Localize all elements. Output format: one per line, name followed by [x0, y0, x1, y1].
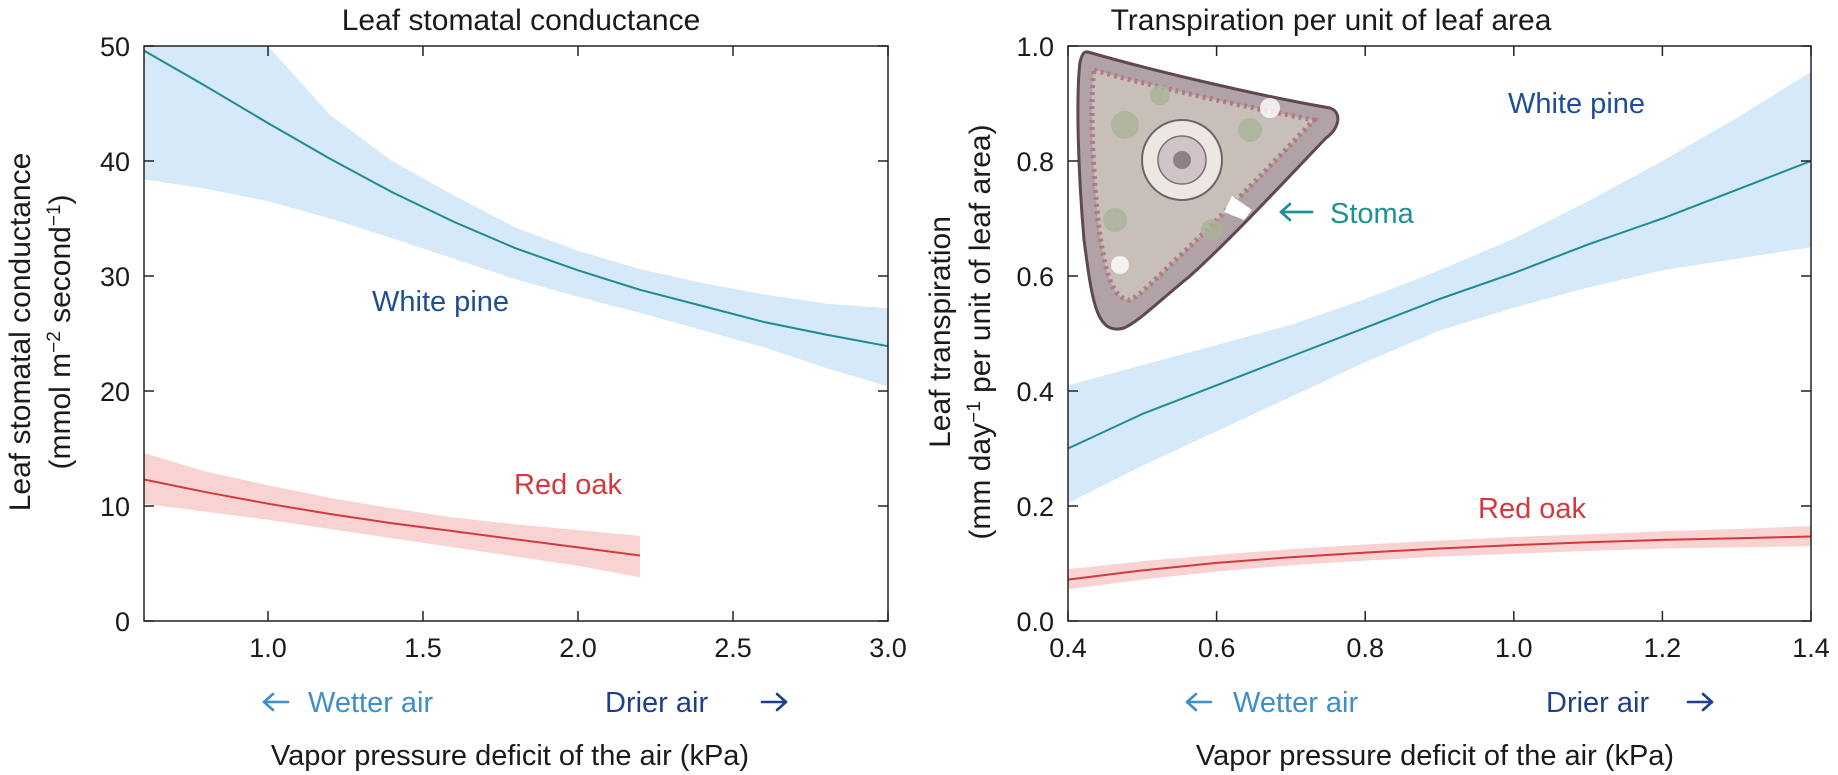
y-axis-label-line1: Leaf stomatal conductance: [4, 153, 37, 512]
drier-annotation: Drier air: [605, 687, 788, 719]
y-tick-label: 30: [100, 262, 130, 292]
arrow-right-icon: [1686, 692, 1714, 712]
series-line-red-oak: [143, 478, 641, 557]
y-tick-label: 40: [100, 147, 130, 177]
x-tick-label: 1.2: [1644, 633, 1682, 663]
stoma-label: Stoma: [1330, 198, 1415, 230]
y-tick-label: 0.8: [1016, 147, 1054, 177]
plot-frame: [143, 45, 889, 622]
arrow-left-icon: [1279, 202, 1314, 222]
series-label-white-pine: White pine: [1508, 88, 1645, 120]
x-axis-label: Vapor pressure deficit of the air (kPa): [1196, 740, 1674, 772]
panel-stomatal-conductance: Leaf stomatal conductance 1.0 1.5 2.0 2.5 3.…: [4, 4, 907, 772]
y-tick-label: 10: [100, 492, 130, 522]
x-axis-label: Vapor pressure deficit of the air (kPa): [271, 740, 749, 772]
wetter-annotation: Wetter air: [262, 687, 434, 719]
y-axis-label-exponent-1: −1: [964, 401, 985, 423]
x-tick-label: 0.6: [1198, 633, 1236, 663]
y-tick-label: 1.0: [1016, 32, 1054, 62]
needle-cross-section-image: [1076, 50, 1340, 331]
x-tick-label: 1.4: [1792, 633, 1830, 663]
y-axis-label-unit-start: (mmol m: [44, 353, 77, 470]
series-label-red-oak: Red oak: [514, 469, 623, 501]
x-tick-label: 2.5: [714, 633, 752, 663]
x-tick-label: 0.4: [1049, 633, 1087, 663]
confidence-band-white-pine: [144, 46, 888, 387]
y-tick-label: 0.6: [1016, 262, 1054, 292]
series-label-red-oak: Red oak: [1478, 493, 1587, 525]
y-tick-label: 0: [115, 607, 130, 637]
x-tick-label: 0.8: [1346, 633, 1384, 663]
y-axis-label-line2: (mm day−1 per unit of leaf area): [964, 124, 998, 539]
drier-air-label: Drier air: [1546, 687, 1649, 719]
arrow-left-icon: [262, 692, 290, 712]
y-axis-label-exponent-2: −1: [44, 204, 65, 226]
y-tick-label: 0.2: [1016, 492, 1054, 522]
arrow-left-icon: [1185, 692, 1213, 712]
x-tick-label: 1.0: [249, 633, 287, 663]
y-axis-label-unit-mid: second: [44, 226, 77, 331]
y-tick-label: 50: [100, 32, 130, 62]
x-tick-label: 2.0: [559, 633, 597, 663]
y-axis-label-unit-end: ): [44, 194, 77, 204]
x-tick-label: 3.0: [869, 633, 907, 663]
plot-frame: [1067, 45, 1812, 622]
panel-transpiration: Transpiration per unit of leaf area 0.4 0…: [924, 4, 1830, 772]
plot-area: [143, 46, 889, 578]
chart-title: Leaf stomatal conductance: [342, 4, 701, 37]
y-tick-label: 0.4: [1016, 377, 1054, 407]
axis-ticks: 0.4 0.6 0.8 1.0 1.2 1.4 0.0 0.2 0.4 0.6 0.8 1.0: [1016, 32, 1829, 663]
stoma-annotation: Stoma: [1279, 198, 1415, 230]
x-tick-label: 1.5: [404, 633, 442, 663]
wetter-annotation: Wetter air: [1185, 687, 1359, 719]
series-line-white-pine: [1067, 160, 1812, 450]
confidence-band-red-oak: [1068, 526, 1811, 590]
series-label-white-pine: White pine: [372, 286, 509, 318]
arrow-right-icon: [760, 692, 788, 712]
drier-annotation: Drier air: [1546, 687, 1714, 719]
wetter-air-label: Wetter air: [308, 687, 434, 719]
x-tick-label: 1.0: [1495, 633, 1533, 663]
chart-title: Transpiration per unit of leaf area: [1111, 4, 1552, 37]
y-axis-label-unit-start: (mm day: [964, 423, 997, 540]
series-line-white-pine: [143, 49, 889, 348]
plot-area: [1067, 71, 1812, 590]
wetter-air-label: Wetter air: [1233, 687, 1359, 719]
series-line-red-oak: [1067, 535, 1812, 581]
confidence-band-white-pine: [1068, 71, 1811, 504]
drier-air-label: Drier air: [605, 687, 708, 719]
y-tick-label: 0.0: [1016, 607, 1054, 637]
y-tick-label: 20: [100, 377, 130, 407]
y-axis-label-line1: Leaf transpiration: [924, 216, 957, 448]
confidence-band-red-oak: [144, 453, 640, 578]
y-axis-label-unit-end: per unit of leaf area): [964, 124, 997, 401]
y-axis-label-exponent-1: −2: [44, 331, 65, 353]
y-axis-label-line2: (mmol m−2 second−1): [44, 194, 78, 469]
axis-ticks: 1.0 1.5 2.0 2.5 3.0 0 10 20 30 40 50: [100, 32, 907, 663]
